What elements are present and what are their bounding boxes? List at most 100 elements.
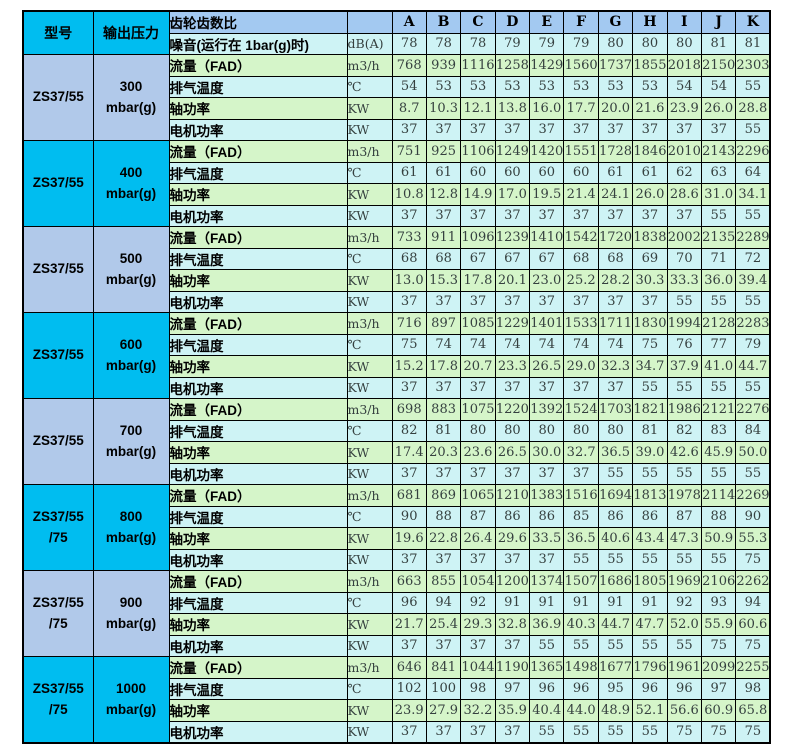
value-cell: 76: [666, 333, 703, 356]
value-cell: 69: [632, 247, 668, 270]
value-cell: 32.2: [460, 699, 496, 722]
pressure-cell: 600 mbar(g): [92, 312, 170, 399]
header-row-gear: 型号 输出压力 齿轮齿数比 A B C D E F G H I J K: [22, 10, 771, 55]
unit-cell: m3/h: [346, 656, 393, 679]
value-cell: 55: [666, 462, 703, 485]
value-cell: 869: [425, 484, 462, 507]
value-cell: 17.7: [563, 97, 599, 120]
row-label-motor_power: 电机功率: [168, 204, 348, 227]
row-label-shaft_power: 轴功率: [168, 269, 348, 292]
pressure-column-header: 输出压力: [92, 10, 170, 55]
value-cell: 2303: [735, 54, 771, 77]
value-cell: 92: [666, 591, 703, 614]
unit-cell: ℃: [346, 333, 393, 356]
value-cell: 37.9: [666, 355, 703, 378]
value-cell: 37: [425, 548, 462, 571]
table-row: ZS37/55 300 mbar(g) 流量（FAD） m3/h 768 939 1116 12…: [22, 54, 771, 141]
gear-ratio-unit-cell: [346, 10, 393, 34]
value-cell: 37: [563, 118, 599, 141]
value-cell: 60: [563, 161, 599, 184]
unit-cell: ℃: [346, 75, 393, 98]
value-cell: 37: [529, 462, 565, 485]
value-cell: 733: [391, 226, 427, 249]
value-cell: 716: [391, 312, 427, 335]
value-cell: 96: [529, 677, 565, 700]
value-cell: 91: [494, 591, 531, 614]
value-cell: 55: [632, 376, 668, 399]
unit-cell: m3/h: [346, 226, 393, 249]
value-cell: 20.1: [494, 269, 531, 292]
column-header-g: G: [597, 10, 634, 34]
value-cell: 12.8: [425, 183, 462, 206]
value-cell: 86: [632, 505, 668, 528]
value-cell: 53: [563, 75, 599, 98]
table-row: 电机功率 KW 37 37 37 37 37 37 37 37 37 55 55: [23, 204, 771, 227]
value-cell: 1420: [529, 140, 565, 163]
value-cell: 55: [735, 462, 771, 485]
model-line1: ZS37/55: [32, 175, 84, 191]
row-label-motor_power: 电机功率: [168, 376, 348, 399]
value-cell: 1096: [460, 226, 496, 249]
value-cell: 37: [494, 118, 531, 141]
value-cell: 26.5: [529, 355, 565, 378]
model-cell: ZS37/55/75: [22, 484, 94, 571]
value-cell: 68: [597, 247, 634, 270]
value-cell: 1383: [529, 484, 565, 507]
row-label-shaft_power: 轴功率: [168, 441, 348, 464]
value-cell: 74: [460, 333, 496, 356]
row-label-shaft_power: 轴功率: [168, 699, 348, 722]
value-cell: 1994: [666, 312, 703, 335]
table-row: ZS37/55 500 mbar(g) 流量（FAD） m3/h 733 911 1096 12…: [22, 226, 771, 313]
value-cell: 663: [391, 570, 427, 593]
value-cell: 75: [701, 634, 737, 657]
value-cell: 1249: [494, 140, 531, 163]
value-cell: 37: [494, 634, 531, 657]
unit-cell: ℃: [346, 419, 393, 442]
value-cell: 68: [563, 247, 599, 270]
pressure-value: 700: [119, 423, 143, 439]
value-cell: 74: [425, 333, 462, 356]
model-line1: ZS37/55: [32, 433, 84, 449]
unit-cell: m3/h: [346, 570, 393, 593]
noise-value: 80: [666, 32, 703, 55]
value-cell: 2262: [735, 570, 771, 593]
table-row: 电机功率 KW 37 37 37 37 55 55 55 55 75 75 75: [23, 720, 771, 744]
value-cell: 29.3: [460, 613, 496, 636]
value-cell: 83: [701, 419, 737, 442]
value-cell: 55: [597, 548, 634, 571]
unit-cell: ℃: [346, 591, 393, 614]
value-cell: 80: [460, 419, 496, 442]
value-cell: 55: [666, 290, 703, 313]
value-cell: 768: [391, 54, 427, 77]
value-cell: 97: [494, 677, 531, 700]
value-cell: 61: [597, 161, 634, 184]
value-cell: 98: [735, 677, 771, 700]
value-cell: 855: [425, 570, 462, 593]
table-row: 轴功率 KW 21.7 25.4 29.3 32.8 36.9 40.3 44.7 47.7 52.…: [23, 613, 771, 636]
value-cell: 32.8: [494, 613, 531, 636]
model-column-header: 型号: [22, 10, 94, 55]
value-cell: 36.9: [529, 613, 565, 636]
value-cell: 1410: [529, 226, 565, 249]
value-cell: 37: [425, 720, 462, 744]
value-cell: 37: [460, 548, 496, 571]
value-cell: 1258: [494, 54, 531, 77]
row-label-motor_power: 电机功率: [168, 720, 348, 744]
value-cell: 37: [425, 290, 462, 313]
value-cell: 37: [597, 290, 634, 313]
value-cell: 55.9: [701, 613, 737, 636]
value-cell: 37: [425, 462, 462, 485]
value-cell: 28.2: [597, 269, 634, 292]
value-cell: 55: [735, 75, 771, 98]
value-cell: 1703: [597, 398, 634, 421]
table-row: 排气温度 ℃ 90 88 87 86 86 85 86 86 87 88 90: [23, 505, 771, 528]
pressure-value: 500: [119, 251, 143, 267]
value-cell: 883: [425, 398, 462, 421]
value-cell: 68: [425, 247, 462, 270]
value-cell: 1498: [563, 656, 599, 679]
value-cell: 23.9: [666, 97, 703, 120]
unit-cell: KW: [346, 462, 393, 485]
value-cell: 37: [494, 548, 531, 571]
value-cell: 53: [597, 75, 634, 98]
value-cell: 61: [425, 161, 462, 184]
